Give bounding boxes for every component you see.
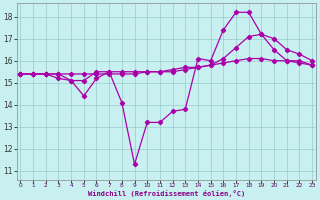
X-axis label: Windchill (Refroidissement éolien,°C): Windchill (Refroidissement éolien,°C) (88, 190, 245, 197)
